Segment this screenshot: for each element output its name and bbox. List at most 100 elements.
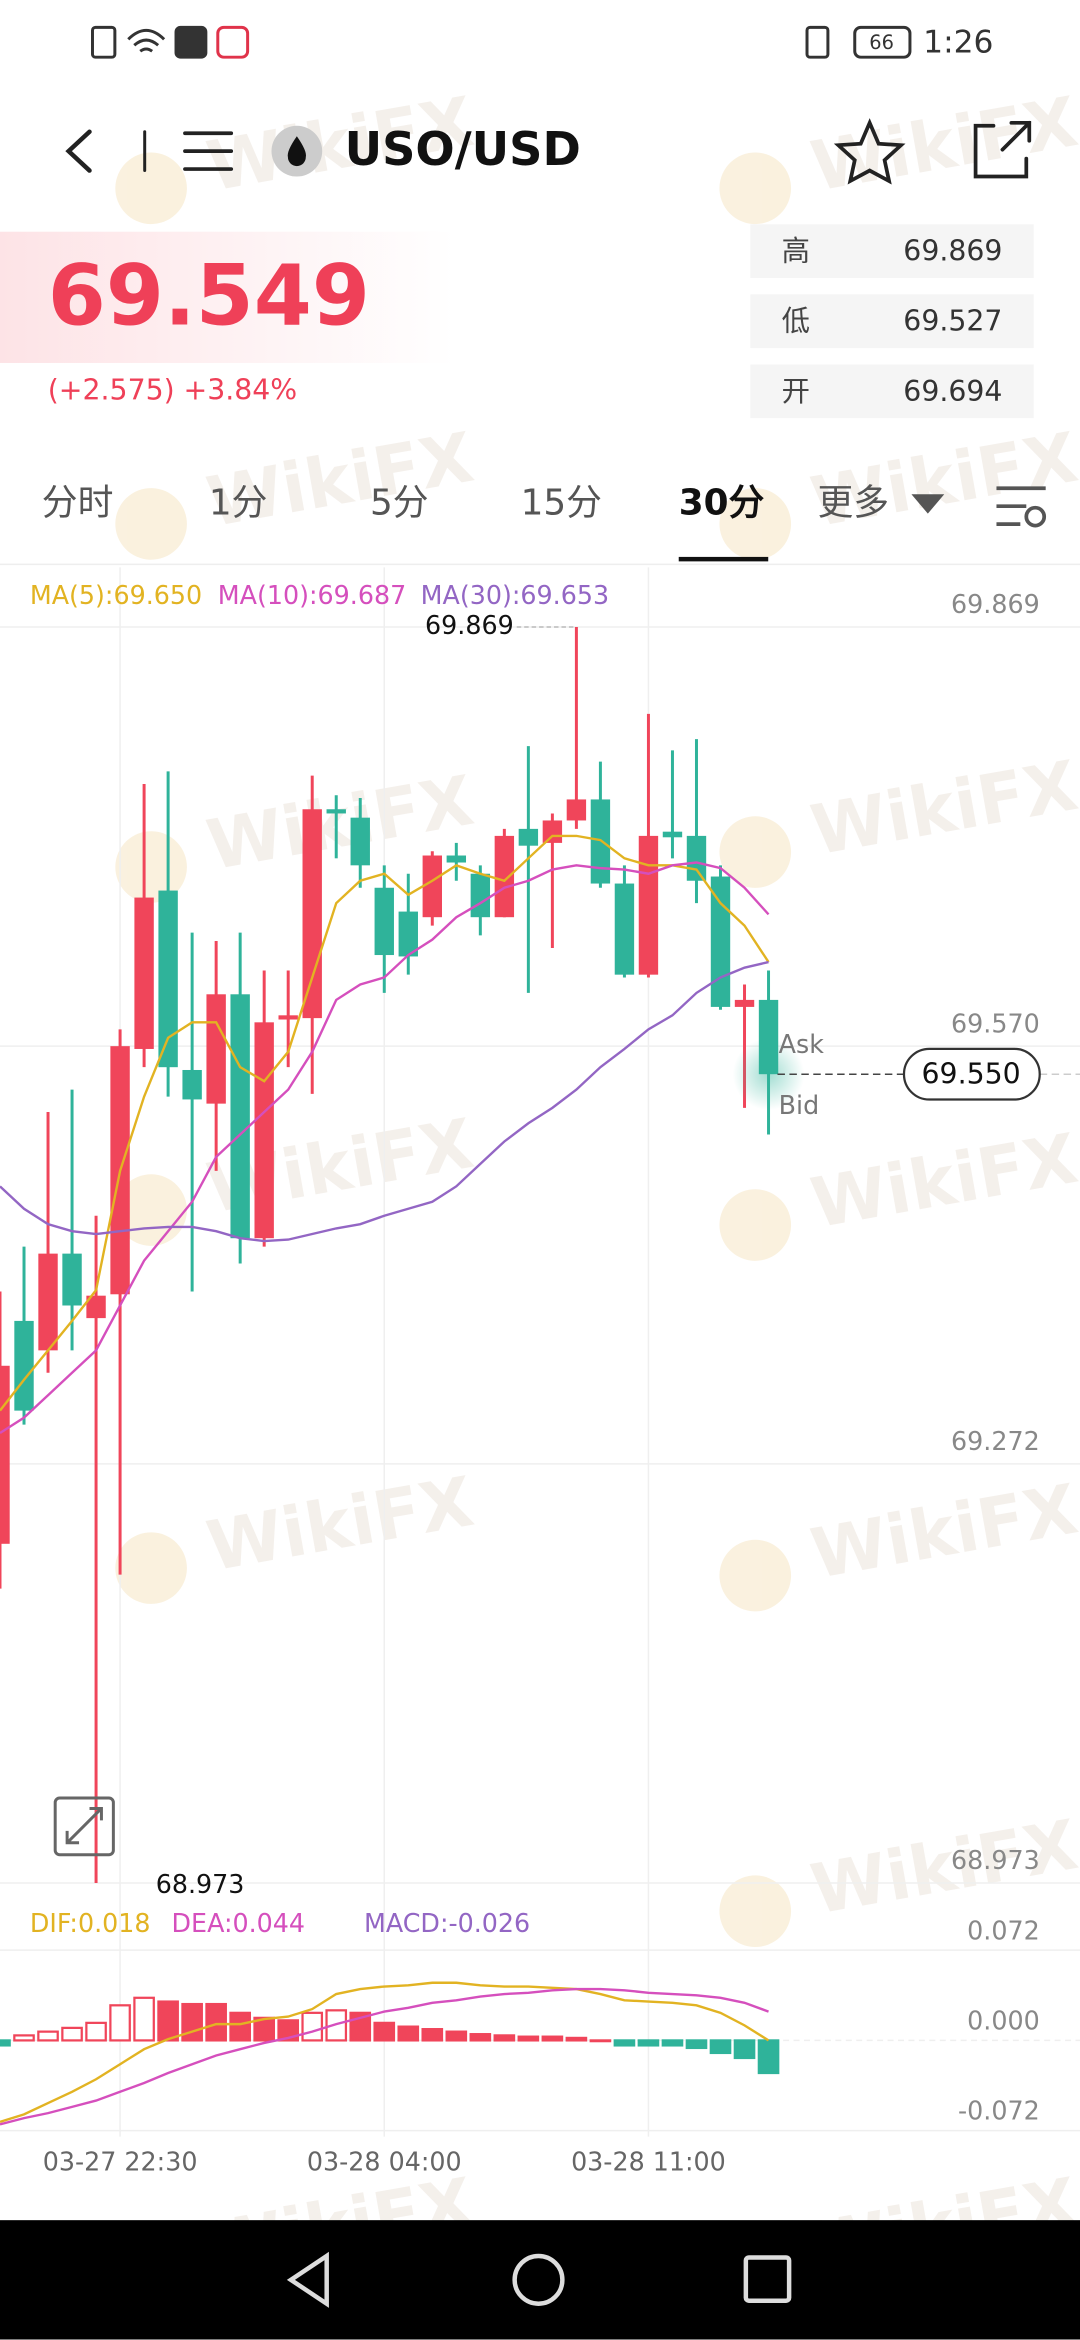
macd-bar [13, 2034, 35, 2042]
watermark-text: WikiFX [201, 1462, 479, 1587]
watermark: WikiFX [719, 1119, 1080, 1261]
period-tab[interactable]: 15分 [521, 483, 602, 524]
share-button[interactable] [973, 120, 1032, 179]
stat-row [750, 364, 1034, 419]
stat-label: 高 [782, 235, 810, 268]
book-icon [216, 25, 250, 59]
legend-entry: DIF:0.018 [30, 1908, 151, 1938]
clock: 1:26 [923, 25, 993, 61]
candle-body [662, 831, 683, 838]
ma-line [0, 861, 770, 1435]
candle-body [158, 890, 178, 1068]
app-icon [174, 25, 208, 59]
y-tick-label: -0.072 [958, 2096, 1040, 2126]
macd-bar [613, 2039, 636, 2047]
macd-bar [493, 2034, 516, 2042]
nav-back[interactable] [286, 2251, 329, 2308]
stats-box: 高 69.869 低 69.527 开 69.694 [750, 224, 1034, 419]
favorite-button[interactable] [833, 118, 906, 185]
macd-bar [301, 2011, 324, 2042]
back-button[interactable] [65, 129, 92, 173]
period-tab[interactable]: 5分 [370, 483, 429, 524]
battery-icon [853, 25, 912, 59]
watermark: WikiFX [115, 1462, 479, 1604]
candle-body [350, 817, 370, 866]
period-tab[interactable]: 30分 [679, 483, 765, 524]
candle-body [134, 897, 154, 1049]
watermark-logo [115, 488, 187, 560]
macd-line [0, 1981, 770, 2124]
candle-body [422, 855, 442, 918]
watermark-text: WikiFX [805, 746, 1080, 871]
macd-bar [469, 2033, 492, 2042]
watermark: WikiFX [719, 1469, 1080, 1612]
legend-entry: MA(10):69.687 [218, 580, 406, 610]
more-arrow[interactable] [911, 494, 945, 514]
candle-body [206, 994, 226, 1104]
watermark-logo [719, 816, 792, 888]
macd-bar [685, 2039, 708, 2050]
watermark: WikiFX [719, 746, 1080, 888]
legend-entry: MA(30):69.653 [421, 580, 609, 610]
nav-home[interactable] [512, 2253, 565, 2306]
stat-value: 69.527 [903, 305, 1002, 338]
y-tick-label: 0.000 [967, 2006, 1040, 2036]
y-tick-label: 0.072 [967, 1915, 1040, 1945]
x-tick-label: 03-28 11:00 [571, 2146, 726, 2176]
expand-button[interactable] [53, 1796, 115, 1857]
symbol-title: USO/USD [345, 122, 581, 176]
macd-bar [397, 2025, 420, 2042]
stat-row [750, 224, 1034, 278]
watermark-logo [115, 152, 187, 225]
nav-buttons [286, 2251, 792, 2308]
nav-bar [0, 2220, 1080, 2340]
watermark-logo [719, 152, 792, 225]
watermark-logo [115, 831, 187, 903]
macd-bar [0, 2039, 11, 2047]
vibrate-icon [805, 25, 830, 59]
period-tab[interactable]: 更多 [817, 483, 889, 524]
ma-line [0, 960, 769, 1243]
period-tab[interactable]: 1分 [209, 483, 268, 524]
macd-bar [517, 2035, 540, 2042]
notify-icon [90, 25, 117, 59]
macd-bar [541, 2035, 564, 2042]
menu-button[interactable] [183, 131, 234, 171]
macd-bar [133, 1996, 155, 2042]
watermark-logo [719, 1539, 792, 1612]
macd-bar [757, 2039, 780, 2075]
stat-row [750, 294, 1034, 349]
watermark: WikiFX [115, 1104, 479, 1246]
macd-bar [85, 2021, 107, 2042]
macd-bar [37, 2030, 59, 2042]
macd-bar [421, 2028, 444, 2042]
period-tab[interactable]: 分时 [42, 483, 114, 524]
macd-bar [445, 2030, 468, 2042]
candle-body [470, 873, 491, 918]
macd-bar [661, 2039, 684, 2047]
macd-bar [229, 2011, 251, 2042]
candle-body [182, 1069, 202, 1100]
settings-button[interactable] [996, 486, 1047, 528]
watermark-logo [719, 1189, 792, 1261]
macd-bar [733, 2039, 756, 2060]
legend-entry: MA(5):69.650 [30, 580, 202, 610]
y-tick-label: 69.869 [951, 589, 1040, 619]
nav-recent[interactable] [743, 2255, 792, 2303]
x-tick-label: 03-27 22:30 [43, 2146, 198, 2176]
stat-label: 开 [782, 375, 810, 408]
candle-body [38, 1253, 58, 1351]
macd-bar [637, 2039, 660, 2047]
price-change-pct: +3.84% [183, 373, 297, 406]
macd-bar [157, 2000, 179, 2042]
macd-bar [253, 2016, 275, 2042]
legend-entry: DEA:0.044 [172, 1908, 306, 1938]
candle-body [230, 994, 250, 1239]
price-glow [732, 1038, 805, 1110]
stat-label: 低 [782, 305, 810, 338]
battery-level: 66 [869, 31, 894, 54]
macd-bar [325, 2009, 348, 2042]
candle-body [710, 876, 731, 1007]
macd-bar [277, 2019, 300, 2042]
